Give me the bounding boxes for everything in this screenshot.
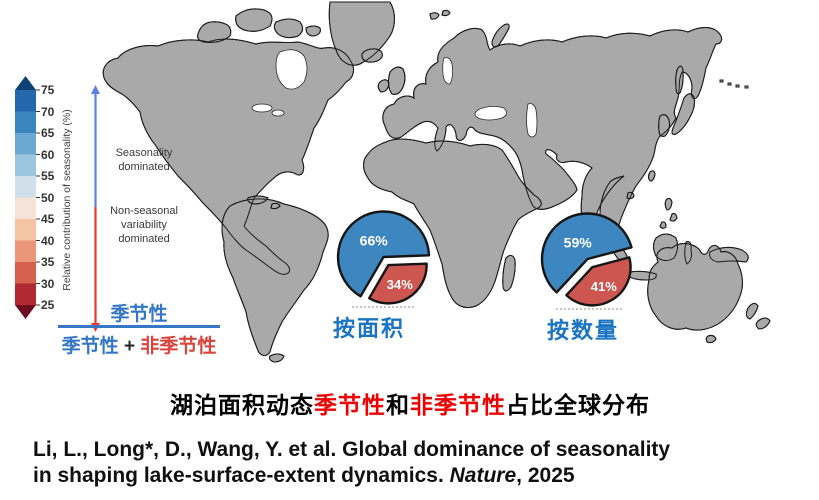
colorbar-tick-label: 70 <box>41 104 55 119</box>
seasonality-dominated-label: Seasonality dominated <box>115 147 173 174</box>
title-segment: 湖泊面积动态 <box>170 392 314 418</box>
citation: Li, L., Long*, D., Wang, Y. et al. Globa… <box>33 437 805 490</box>
inland-seas <box>251 49 538 138</box>
baltic-sea <box>442 57 454 85</box>
pie-slice-seasonal <box>540 212 633 294</box>
colorbar-tick-label: 25 <box>41 298 55 312</box>
colorbar <box>15 76 40 319</box>
title-segment: 和 <box>386 392 410 418</box>
formula-denominator-nonseasonal: 非季节性 <box>140 336 217 357</box>
pie-percent-seasonal: 59% <box>564 235 593 251</box>
colorbar-tick-label: 65 <box>41 126 55 140</box>
colorbar-tick-label: 55 <box>41 169 55 183</box>
citation-journal: Nature <box>449 464 517 488</box>
title-segment-nonseasonal: 非季节性 <box>410 392 506 418</box>
pie-by-area: 66% 34% <box>336 210 431 305</box>
formula-denominator: 季节性 + 非季节性 <box>30 331 248 358</box>
hudson-bay <box>275 49 308 90</box>
pie-slice-nonseasonal <box>565 256 632 307</box>
pie-by-number: 59% 41% <box>540 212 633 307</box>
black-sea <box>474 106 507 121</box>
colorbar-tick-label: 30 <box>41 276 55 291</box>
pie-slice-seasonal <box>336 210 431 298</box>
pie-percent-nonseasonal: 41% <box>591 279 617 294</box>
title-segment-seasonal: 季节性 <box>314 392 386 418</box>
citation-line1: Li, L., Long*, D., Wang, Y. et al. Globa… <box>33 438 671 461</box>
pie-by-number-caption: 按数量 <box>546 318 619 343</box>
figure-title: 湖泊面积动态季节性和非季节性占比全球分布 <box>118 386 702 420</box>
colorbar-tick-label: 75 <box>41 83 55 97</box>
formula-numerator: 季节性 <box>110 304 168 325</box>
erased-english-label <box>556 308 622 310</box>
citation-year: , 2025 <box>516 464 575 488</box>
colorbar-tick-label: 40 <box>41 233 55 248</box>
colorbar-tick-label: 45 <box>41 212 55 226</box>
citation-line2: in shaping lake-surface-extent dynamics.… <box>33 463 805 489</box>
citation-line2-text: in shaping lake-surface-extent dynamics. <box>33 464 450 488</box>
formula-plus-sign: + <box>123 336 136 357</box>
great-lakes <box>251 103 273 113</box>
formula-fraction-bar <box>58 325 220 328</box>
nonseasonal-dominated-label: Non-seasonal variability dominated <box>110 205 178 246</box>
world-map: 66% 34% 59% 41% <box>15 1 771 363</box>
colorbar-tick-label: 60 <box>41 147 55 162</box>
pie-slice-nonseasonal <box>368 262 428 305</box>
pie-charts: 66% 34% 59% 41% <box>336 210 633 307</box>
caspian-sea <box>526 103 538 138</box>
pie-percent-seasonal: 66% <box>360 233 389 249</box>
colorbar-tick-label: 35 <box>41 255 55 269</box>
colorbar-title: Relative contribution of seasonality (%) <box>61 109 73 291</box>
title-segment: 占比全球分布 <box>506 392 650 418</box>
colorbar-tick-label: 50 <box>41 190 55 205</box>
great-lakes-east <box>271 109 285 117</box>
pie-by-area-caption: 按面积 <box>332 316 405 341</box>
formula-denominator-seasonal: 季节性 <box>61 336 119 357</box>
pie-percent-nonseasonal: 34% <box>387 277 413 292</box>
erased-english-label <box>352 306 414 308</box>
